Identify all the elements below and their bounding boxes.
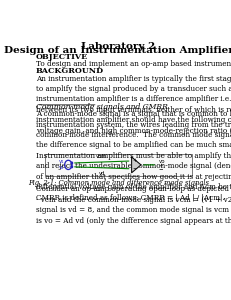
Text: vcm: vcm <box>96 154 107 159</box>
Text: An instrumentation amplifier is typically the first stage in an instrumentation : An instrumentation amplifier is typicall… <box>36 75 231 135</box>
Text: Laboratory 2: Laboratory 2 <box>81 42 155 51</box>
Text: Common-mode signals and CMRR: Common-mode signals and CMRR <box>36 103 168 111</box>
Text: To design and implement an op-amp based instrumentation amplifier.: To design and implement an op-amp based … <box>36 60 231 68</box>
Text: Design of an Instrumentation Amplifier: Design of an Instrumentation Amplifier <box>3 46 231 55</box>
Text: BACKGROUND: BACKGROUND <box>36 67 104 75</box>
Text: vd: vd <box>98 171 105 176</box>
Text: −: − <box>158 166 163 171</box>
Circle shape <box>71 162 73 164</box>
Polygon shape <box>132 157 141 173</box>
Text: vo: vo <box>158 159 165 164</box>
Text: Consider an op-amp operating open-loop as depicted in Fig. 2-1.  The difference : Consider an op-amp operating open-loop a… <box>36 185 231 225</box>
Text: −: − <box>133 166 137 171</box>
Text: OBJECTIVE: OBJECTIVE <box>36 53 88 61</box>
Text: Fig. 2-1: Common mode and difference mode signals: Fig. 2-1: Common mode and difference mod… <box>28 179 209 188</box>
Text: v₂: v₂ <box>58 165 64 170</box>
Text: +: + <box>158 163 163 168</box>
Text: A common-mode signal is a signal that is common to both input terminals of an am: A common-mode signal is a signal that is… <box>36 110 231 201</box>
FancyBboxPatch shape <box>45 154 192 176</box>
Text: +: + <box>133 158 137 164</box>
Text: v₁: v₁ <box>58 159 64 164</box>
Circle shape <box>71 166 73 168</box>
